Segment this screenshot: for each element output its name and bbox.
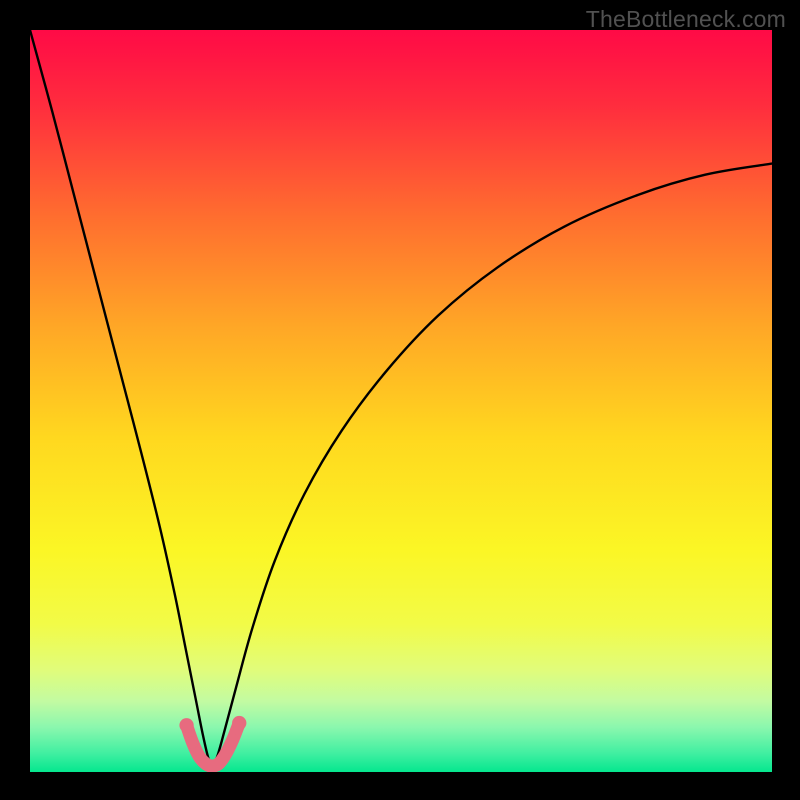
bottleneck-marker-dot [232, 716, 246, 730]
curve-right-branch [212, 164, 772, 767]
bottleneck-marker-dot [186, 736, 198, 748]
bottleneck-marker-dot [179, 718, 193, 732]
plot-area [30, 30, 772, 772]
curve-layer [30, 30, 772, 772]
curve-left-branch [30, 30, 212, 766]
chart-container: TheBottleneck.com [0, 0, 800, 800]
watermark-text: TheBottleneck.com [586, 6, 786, 33]
bottleneck-marker-dot [226, 734, 238, 746]
